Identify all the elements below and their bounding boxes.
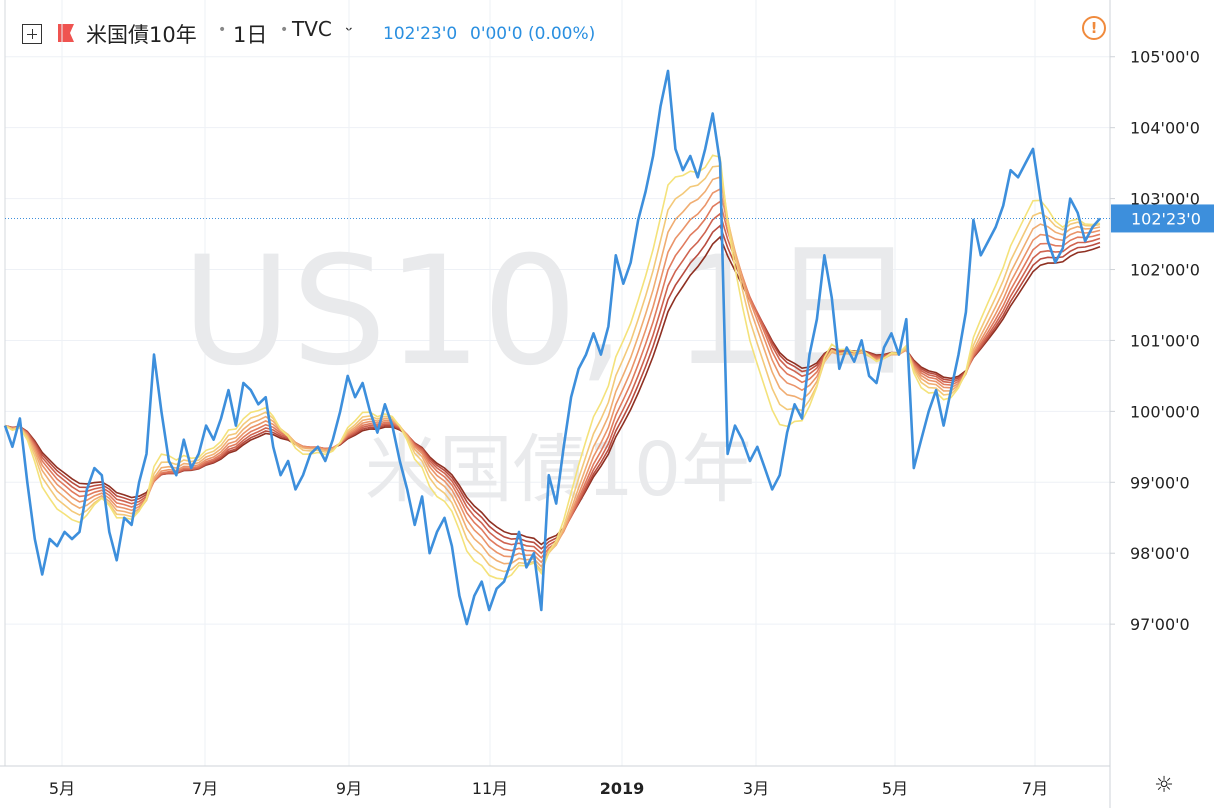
price-line (3, 69, 1101, 626)
last-price-badge (1111, 204, 1214, 233)
x-tick-label: 5月 (49, 779, 75, 798)
last-price: 102'23'0 (383, 24, 458, 44)
warning-circle-icon[interactable]: ! (1082, 16, 1106, 40)
ribbon-line-10 (4, 165, 1101, 573)
add-symbol-icon[interactable] (22, 24, 42, 44)
y-tick-label: 103'00'0 (1130, 190, 1200, 209)
price-change: 0'00'0 (0.00%) (470, 24, 596, 44)
x-tick-label: 5月 (882, 779, 908, 798)
x-tick-label: 7月 (192, 779, 218, 798)
y-tick-label: 102'00'0 (1130, 261, 1200, 280)
settings-gear-icon[interactable]: ☼ (1154, 773, 1174, 798)
x-tick-label: 9月 (336, 779, 362, 798)
y-tick-label: 100'00'0 (1130, 402, 1200, 421)
watermark-title: US10, 1日 (182, 225, 919, 399)
y-tick-label: 97'00'0 (1130, 615, 1190, 634)
y-tick-label: 104'00'0 (1130, 119, 1200, 138)
y-tick-label: 101'00'0 (1130, 331, 1200, 350)
x-tick-label: 11月 (472, 779, 508, 798)
x-tick-label: 7月 (1022, 779, 1048, 798)
ribbon-line-18 (4, 212, 1101, 555)
y-tick-label: 98'00'0 (1130, 544, 1190, 563)
last-price-badge-label: 102'23'0 (1131, 209, 1201, 228)
x-tick-label: 2019 (600, 779, 645, 798)
y-tick-label: 99'00'0 (1130, 473, 1190, 492)
symbol-name[interactable]: 米国債10年 (86, 23, 197, 47)
interval-label[interactable]: 1日 (233, 23, 268, 47)
y-tick-label: 105'00'0 (1130, 48, 1200, 67)
separator-dot: • (280, 22, 289, 38)
x-tick-label: 3月 (743, 779, 769, 798)
source-label[interactable]: TVC (292, 17, 332, 41)
separator-dot: • (218, 22, 227, 38)
